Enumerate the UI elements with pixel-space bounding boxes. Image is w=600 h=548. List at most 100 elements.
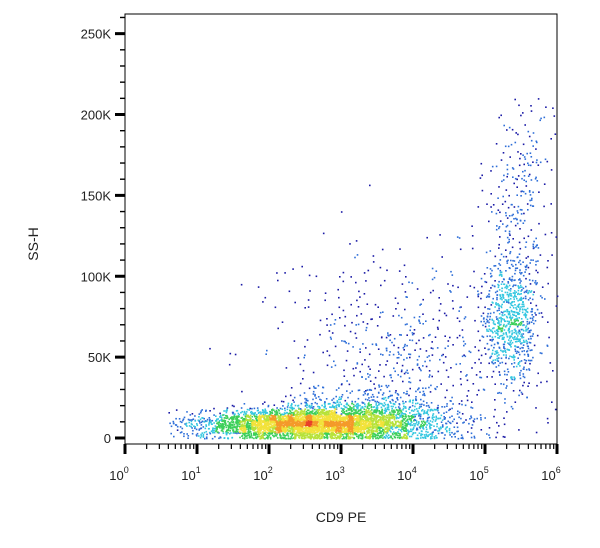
event-dot <box>211 430 214 432</box>
event-dot <box>446 430 448 433</box>
event-dot <box>334 423 337 426</box>
event-dot <box>316 409 318 411</box>
event-dot <box>343 421 345 424</box>
event-dot <box>191 432 194 435</box>
event-dot <box>516 346 519 348</box>
event-dot <box>279 433 281 435</box>
event-dot <box>311 436 313 439</box>
event-dot <box>338 405 340 407</box>
event-dot <box>300 419 302 422</box>
event-dot <box>312 406 315 408</box>
event-dot <box>263 401 266 403</box>
event-dot <box>407 415 410 417</box>
event-dot <box>515 330 517 332</box>
event-dot <box>247 414 249 417</box>
event-dot <box>330 437 333 440</box>
event-dot <box>371 426 374 428</box>
event-dot <box>397 406 400 408</box>
event-dot <box>298 427 301 430</box>
event-dot <box>406 432 408 435</box>
event-dot <box>437 417 439 420</box>
event-dot <box>241 423 244 425</box>
event-dot <box>366 437 368 439</box>
event-dot <box>265 419 267 422</box>
event-dot <box>452 403 454 405</box>
event-dot <box>309 420 311 423</box>
event-dot <box>242 420 244 423</box>
event-dot <box>329 423 331 426</box>
event-dot <box>418 407 420 410</box>
event-dot <box>227 431 229 434</box>
event-dot <box>250 432 252 435</box>
event-dot <box>513 331 515 334</box>
event-dot <box>497 322 499 324</box>
event-dot <box>382 433 385 435</box>
event-dot <box>327 424 329 426</box>
event-dot <box>509 290 512 292</box>
event-dot <box>227 437 229 440</box>
event-dot <box>302 437 304 440</box>
event-dot <box>293 436 296 438</box>
event-dot <box>327 413 330 416</box>
event-dot <box>263 410 265 412</box>
event-dot <box>279 428 282 430</box>
event-dot <box>283 412 286 414</box>
event-dot <box>318 425 320 427</box>
event-dot <box>325 434 327 436</box>
event-dot <box>237 423 239 425</box>
event-dot <box>335 419 337 421</box>
event-dot <box>393 403 396 405</box>
event-dot <box>322 417 324 420</box>
event-dot <box>216 426 218 428</box>
event-dot <box>532 293 535 296</box>
event-dot <box>401 423 404 425</box>
event-dot <box>276 412 279 414</box>
event-dot <box>385 434 387 437</box>
event-dot <box>266 423 268 425</box>
event-dot <box>372 425 374 427</box>
event-dot <box>503 347 505 349</box>
event-dot <box>401 420 404 423</box>
event-dot <box>333 422 336 424</box>
event-dot <box>215 427 218 429</box>
event-dot <box>393 435 396 438</box>
event-dot <box>390 427 392 429</box>
event-dot <box>488 328 491 331</box>
event-dot <box>274 424 276 426</box>
event-dot <box>352 436 354 439</box>
event-dot <box>318 422 321 424</box>
event-dot <box>332 424 334 426</box>
event-dot <box>305 402 307 404</box>
event-dot <box>295 432 297 435</box>
event-dot <box>266 421 268 424</box>
event-dot <box>357 415 359 417</box>
event-dot <box>324 403 326 405</box>
event-dot <box>320 430 322 433</box>
event-dot <box>296 426 299 428</box>
event-dot <box>351 425 354 427</box>
event-dot <box>411 402 414 404</box>
event-dot <box>224 423 226 425</box>
event-dot <box>339 433 342 435</box>
event-dot <box>187 418 190 421</box>
event-dot <box>265 433 267 436</box>
event-dot <box>509 341 511 343</box>
event-dot <box>299 408 301 410</box>
event-dot <box>399 423 402 425</box>
event-dot <box>275 421 278 423</box>
event-dot <box>292 431 294 433</box>
event-dot <box>414 405 416 408</box>
event-dot <box>299 424 301 427</box>
event-dot <box>303 437 306 439</box>
event-dot <box>522 384 524 387</box>
event-dot <box>291 437 293 440</box>
event-dot <box>499 373 501 376</box>
event-dot <box>412 410 415 412</box>
event-dot <box>206 437 208 440</box>
event-dot <box>308 404 311 407</box>
event-dot <box>236 432 238 435</box>
event-dot <box>357 404 360 407</box>
event-dot <box>378 403 381 405</box>
event-dot <box>266 418 268 421</box>
